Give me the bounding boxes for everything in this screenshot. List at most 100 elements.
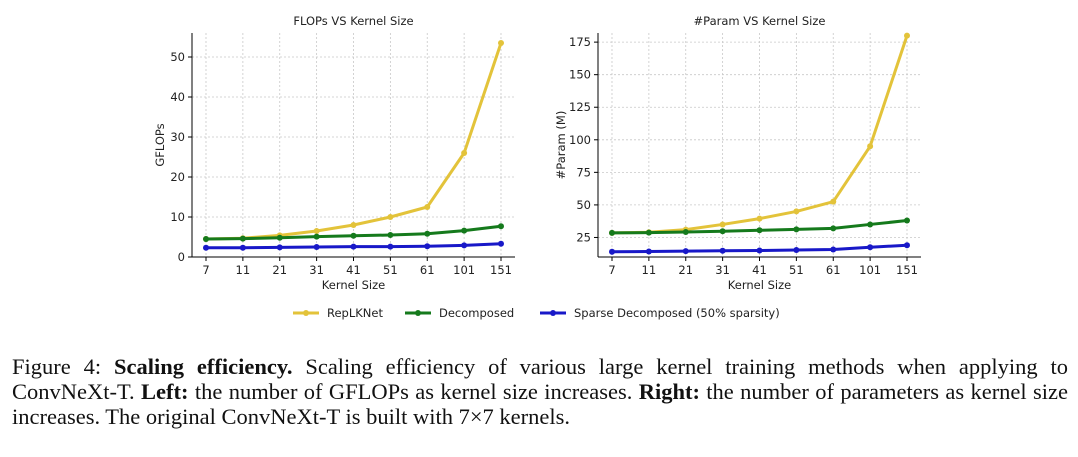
data-point bbox=[461, 227, 468, 234]
x-axis-label: Kernel Size bbox=[322, 278, 385, 292]
data-point bbox=[830, 198, 837, 205]
data-point bbox=[239, 235, 246, 242]
x-tick-label: 11 bbox=[236, 263, 251, 277]
y-tick-label: 100 bbox=[569, 133, 591, 147]
caption-text-3: the number of parameters as kernel size … bbox=[12, 379, 1069, 429]
y-tick-label: 40 bbox=[170, 90, 185, 104]
x-axis-label: Kernel Size bbox=[728, 278, 791, 292]
x-tick-label: 21 bbox=[272, 263, 287, 277]
data-point bbox=[498, 240, 504, 247]
legend-label: RepLKNet bbox=[327, 306, 383, 320]
chart-right: 7 11 21 31 41 51 61 101 151 25 50 75 100 125 150 175 #Pa… bbox=[554, 14, 921, 292]
data-point bbox=[904, 242, 910, 249]
data-point bbox=[203, 236, 209, 242]
y-tick-label: 25 bbox=[576, 230, 591, 244]
data-point bbox=[350, 222, 357, 228]
data-point bbox=[350, 232, 357, 239]
data-point bbox=[830, 246, 837, 253]
legend-marker bbox=[415, 310, 421, 316]
x-tick-label: 41 bbox=[346, 263, 361, 277]
data-point bbox=[830, 225, 837, 232]
data-point bbox=[203, 244, 209, 251]
y-axis-label: GFLOPs bbox=[153, 123, 167, 166]
y-tick-label: 0 bbox=[178, 250, 185, 264]
y-tick-label: 20 bbox=[170, 170, 185, 184]
data-point bbox=[313, 228, 320, 234]
x-tick-label: 7 bbox=[202, 263, 209, 277]
data-point bbox=[756, 247, 763, 254]
y-tick-label: 50 bbox=[170, 50, 185, 64]
chart-title: FLOPs VS Kernel Size bbox=[293, 14, 413, 28]
y-tick-label: 50 bbox=[576, 198, 591, 212]
data-point bbox=[424, 230, 431, 237]
data-point bbox=[756, 227, 763, 234]
x-tick-label: 11 bbox=[642, 263, 657, 277]
data-point bbox=[904, 32, 910, 39]
y-tick-label: 30 bbox=[170, 130, 185, 144]
data-point bbox=[645, 248, 652, 255]
x-tick-label: 101 bbox=[859, 263, 881, 277]
data-point bbox=[387, 214, 394, 220]
chart-left: 7 11 21 31 41 51 61 101 151 0 10 20 30 40 50 FLOPs VS K… bbox=[153, 14, 515, 292]
x-tick-label: 101 bbox=[453, 263, 475, 277]
data-point bbox=[387, 232, 394, 238]
data-point bbox=[387, 243, 394, 250]
x-tick-label: 41 bbox=[752, 263, 767, 277]
x-tick-label: 51 bbox=[789, 263, 804, 277]
y-tick-label: 75 bbox=[576, 165, 591, 179]
chart-title: #Param VS Kernel Size bbox=[694, 14, 826, 28]
data-point bbox=[276, 234, 283, 241]
data-point bbox=[682, 248, 689, 255]
x-tick-label: 61 bbox=[826, 263, 841, 277]
y-tick-label: 10 bbox=[170, 210, 185, 224]
caption-bold-left: Left: bbox=[141, 379, 189, 404]
data-point bbox=[276, 244, 283, 251]
data-point bbox=[645, 229, 652, 236]
caption-text-1: Scaling efficiency of various large kern… bbox=[12, 354, 1068, 404]
x-tick-label: 61 bbox=[420, 263, 435, 277]
figure: 7 11 21 31 41 51 61 101 151 0 10 20 30 40 50 FLOPs VS K… bbox=[153, 14, 921, 320]
legend-label: Sparse Decomposed (50% sparsity) bbox=[574, 306, 780, 320]
legend-label: Decomposed bbox=[439, 306, 514, 320]
y-tick-label: 150 bbox=[569, 68, 591, 82]
data-point bbox=[793, 246, 800, 253]
data-point bbox=[350, 243, 357, 250]
x-tick-label: 31 bbox=[715, 263, 730, 277]
data-point bbox=[756, 215, 763, 222]
caption-prefix: Figure 4: bbox=[12, 354, 114, 379]
y-axis-label: #Param (M) bbox=[554, 111, 568, 180]
caption-text-2: the number of GFLOPs as kernel size incr… bbox=[188, 379, 639, 404]
data-point bbox=[793, 208, 800, 215]
data-point bbox=[793, 226, 800, 233]
x-tick-label: 31 bbox=[309, 263, 324, 277]
data-point bbox=[498, 223, 504, 230]
data-point bbox=[867, 221, 874, 228]
data-point bbox=[461, 150, 468, 156]
data-point bbox=[498, 40, 504, 46]
data-point bbox=[461, 242, 468, 249]
data-point bbox=[904, 217, 910, 224]
x-tick-label: 151 bbox=[896, 263, 918, 277]
x-tick-label: 51 bbox=[383, 263, 398, 277]
x-tick-label: 7 bbox=[608, 263, 615, 277]
data-point bbox=[719, 228, 726, 235]
caption-bold-right: Right: bbox=[638, 379, 700, 404]
legend: RepLKNet Decomposed Sparse Decomposed (50%… bbox=[293, 306, 780, 320]
data-point bbox=[609, 229, 615, 236]
legend-marker bbox=[303, 310, 309, 316]
figure-caption: Figure 4: Scaling efficiency. Scaling ef… bbox=[12, 354, 1068, 429]
data-point bbox=[867, 244, 874, 251]
data-point bbox=[313, 244, 320, 250]
data-point bbox=[682, 228, 689, 235]
data-point bbox=[867, 143, 874, 150]
data-point bbox=[424, 204, 431, 210]
data-point bbox=[719, 247, 726, 254]
data-point bbox=[424, 243, 431, 250]
data-point bbox=[239, 244, 246, 251]
data-point bbox=[609, 248, 615, 255]
data-point bbox=[313, 233, 320, 240]
y-tick-label: 125 bbox=[569, 100, 591, 114]
x-tick-label: 151 bbox=[490, 263, 512, 277]
data-point bbox=[719, 221, 726, 228]
y-tick-label: 175 bbox=[569, 35, 591, 49]
